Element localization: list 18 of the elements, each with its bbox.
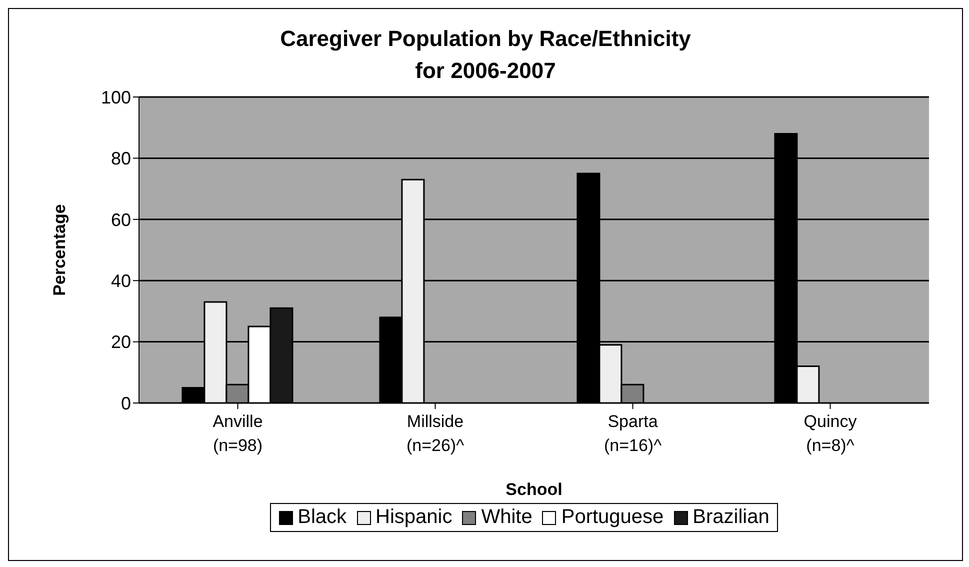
legend-label: Hispanic bbox=[376, 506, 452, 529]
y-tick-label: 20 bbox=[110, 332, 131, 352]
x-tick-label: Quincy (n=8)^ bbox=[804, 412, 858, 455]
y-tick-label: 100 bbox=[100, 87, 131, 108]
chart-title: Caregiver Population by Race/Ethnicity for 2006-2007 bbox=[279, 25, 692, 85]
x-tick-label: Anville (n=98) bbox=[212, 412, 263, 455]
legend-label: Black bbox=[298, 506, 347, 529]
x-axis-title: School bbox=[506, 480, 562, 499]
legend-label: Brazilian bbox=[692, 506, 770, 529]
x-tick-label: Millside (n=26)^ bbox=[406, 412, 464, 455]
legend-label: White bbox=[481, 506, 532, 529]
legend-label: Portuguese bbox=[561, 506, 664, 529]
x-tick-label: Sparta (n=16)^ bbox=[604, 412, 662, 455]
y-tick-label: 0 bbox=[120, 393, 131, 414]
y-tick-label: 40 bbox=[110, 270, 131, 291]
y-tick-label: 80 bbox=[110, 148, 131, 169]
y-tick-label: 60 bbox=[110, 210, 131, 230]
y-axis-title: Percentage bbox=[50, 204, 70, 296]
